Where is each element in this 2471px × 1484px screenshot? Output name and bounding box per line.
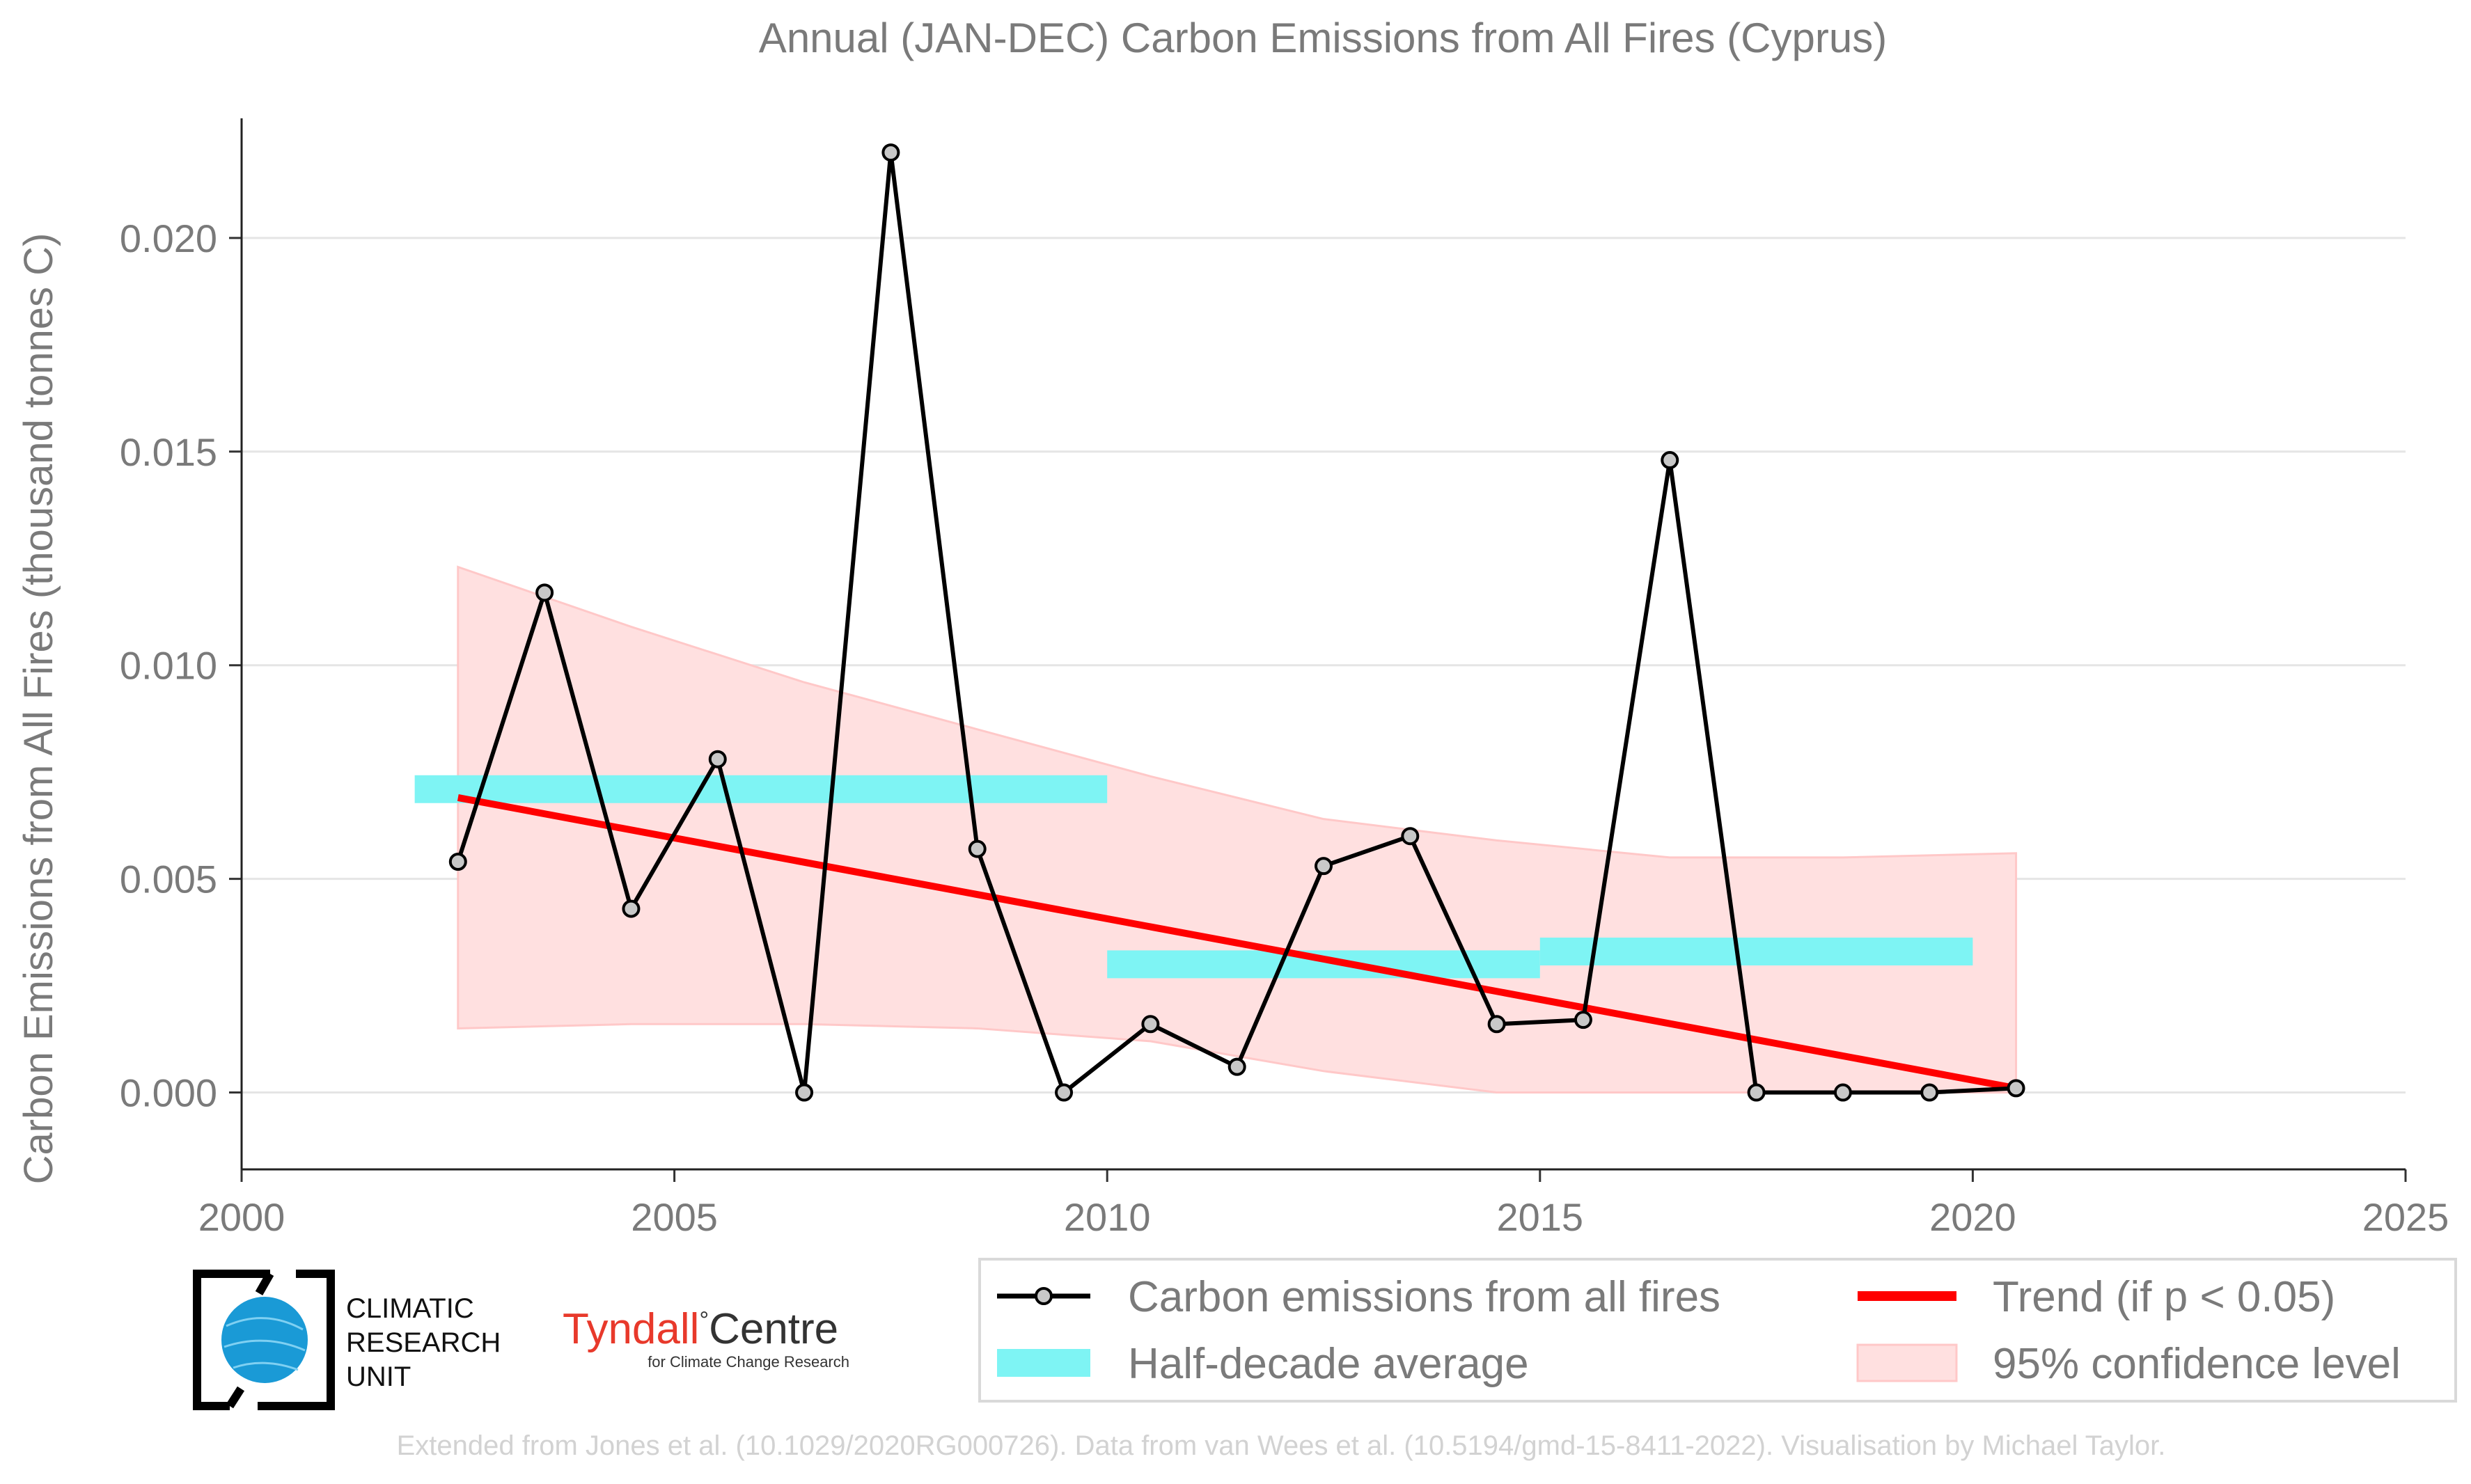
data-point xyxy=(1487,1015,1506,1034)
x-tick-label: 2005 xyxy=(631,1195,718,1239)
data-point xyxy=(1315,857,1333,876)
data-point xyxy=(1747,1083,1766,1102)
x-tick-label: 2000 xyxy=(198,1195,285,1239)
y-axis-label: Carbon Emissions from All Fires (thousan… xyxy=(16,233,61,1185)
emissions-series xyxy=(448,143,2025,1102)
legend-box xyxy=(978,1258,2457,1403)
legend-symbol-marker xyxy=(1035,1287,1053,1305)
y-tick-label: 0.000 xyxy=(120,1071,217,1115)
y-tick-labels: 0.000 0.005 0.010 0.015 0.020 xyxy=(120,216,217,1115)
legend-label-confidence: 95% confidence level xyxy=(1993,1340,2401,1388)
trend-line-group xyxy=(457,794,2017,1092)
legend-label-half-decade: Half-decade average xyxy=(1128,1340,1529,1388)
x-tick-label: 2020 xyxy=(1929,1195,2016,1239)
data-point xyxy=(535,583,554,602)
credit-text: Extended from Jones et al. (10.1029/2020… xyxy=(397,1430,2166,1461)
data-point xyxy=(1055,1083,1074,1102)
globe-icon-lines xyxy=(223,1317,306,1371)
tyndall-logo-text: Tyndall°Centre xyxy=(563,1305,838,1353)
data-point xyxy=(881,143,900,162)
data-point xyxy=(1574,1011,1592,1029)
y-tick-label: 0.010 xyxy=(120,644,217,688)
y-tick-label: 0.020 xyxy=(120,216,217,260)
data-point xyxy=(1661,451,1679,470)
confidence-band xyxy=(457,565,2018,1094)
cru-logo-line-3: UNIT xyxy=(346,1361,411,1392)
trend-line xyxy=(457,794,2017,1092)
y-tick-label: 0.005 xyxy=(120,858,217,901)
x-tick-label: 2025 xyxy=(2362,1195,2449,1239)
legend-label-emissions: Carbon emissions from all fires xyxy=(1128,1273,1720,1321)
y-tick-label: 0.015 xyxy=(120,430,217,474)
tyndall-logo: Tyndall°Centre for Climate Change Resear… xyxy=(563,1305,849,1371)
axes xyxy=(229,118,2407,1182)
legend: Carbon emissions from all fires Trend (i… xyxy=(978,1258,2457,1403)
data-point xyxy=(2007,1079,2025,1098)
legend-label-trend: Trend (if p < 0.05) xyxy=(1993,1273,2335,1321)
cru-logo-slash-top xyxy=(255,1272,274,1295)
data-point xyxy=(1401,827,1420,846)
confidence-band-area xyxy=(457,565,2018,1094)
data-point xyxy=(622,899,641,918)
x-tick-label: 2015 xyxy=(1497,1195,1584,1239)
cru-logo-bracket-right xyxy=(258,1270,335,1410)
data-point xyxy=(1920,1083,1939,1102)
data-point xyxy=(968,839,987,858)
legend-symbol-half-decade xyxy=(997,1349,1090,1377)
cru-logo-slash-bottom xyxy=(226,1386,245,1409)
cru-logo-line-2: RESEARCH xyxy=(346,1327,501,1358)
data-point xyxy=(448,853,467,871)
tyndall-logo-subtitle: for Climate Change Research xyxy=(648,1353,849,1371)
data-point xyxy=(1141,1015,1160,1034)
x-tick-labels: 2000 2005 2010 2015 2020 2025 xyxy=(198,1195,2449,1239)
tyndall-logo-word: Tyndall xyxy=(563,1305,699,1353)
data-point xyxy=(1227,1057,1246,1076)
chart-title: Annual (JAN-DEC) Carbon Emissions from A… xyxy=(759,15,1887,61)
legend-symbol-confidence xyxy=(1856,1343,1958,1382)
data-point xyxy=(795,1083,814,1102)
cru-logo-bracket-left xyxy=(193,1270,270,1410)
data-point xyxy=(708,750,727,768)
tyndall-logo-centre: Centre xyxy=(709,1305,838,1353)
cru-logo-line-1: CLIMATIC xyxy=(346,1293,474,1324)
cru-logo: CLIMATIC RESEARCH UNIT xyxy=(193,1270,501,1410)
tyndall-logo-degree: ° xyxy=(699,1307,709,1334)
x-tick-label: 2010 xyxy=(1064,1195,1151,1239)
data-point xyxy=(1833,1083,1852,1102)
